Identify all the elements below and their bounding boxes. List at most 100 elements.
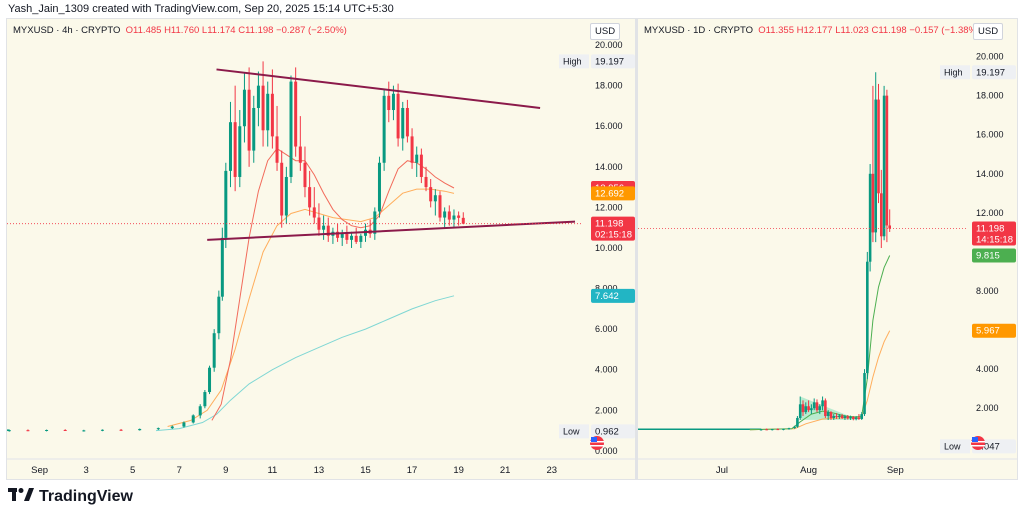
x-tick-label: 11: [267, 465, 277, 476]
price-tag-name-bg: [559, 54, 589, 69]
y-tick-label: 18.000: [976, 91, 1004, 101]
price-tag-bg: [591, 186, 635, 201]
y-tick-label: 18.000: [595, 81, 623, 91]
candle-body: [359, 235, 363, 242]
legend-low: L11.174: [201, 25, 236, 36]
candle-body: [826, 412, 830, 417]
price-tag-value: 19.197: [976, 67, 1005, 78]
candle-body: [401, 107, 405, 139]
candle-body: [874, 99, 878, 233]
candle-body: [846, 416, 850, 419]
us-flag-icon: [971, 445, 985, 447]
us-flag-icon: [591, 437, 597, 442]
candle-body: [888, 225, 891, 229]
candle-body: [170, 426, 174, 429]
price-tag-value: 11.198: [595, 219, 623, 230]
candle-body: [804, 406, 808, 413]
candle-body: [119, 429, 123, 431]
candle-body: [801, 404, 805, 413]
candle-body: [457, 215, 461, 218]
candle-body: [443, 211, 447, 218]
x-tick-label: Sep: [887, 465, 904, 476]
candle-body: [838, 415, 841, 417]
legend-symbol: MYXUSD · 1D · CRYPTO: [644, 25, 753, 36]
price-tag-bg: [591, 54, 635, 69]
candle-body: [156, 428, 160, 430]
chart-pane-1d[interactable]: 20.00018.00016.00014.00012.00010.0008.00…: [638, 19, 1017, 479]
x-tick-label: 7: [177, 465, 182, 476]
y-tick-label: 14.000: [595, 162, 623, 172]
legend-close: C11.198: [238, 25, 274, 36]
chart-pane-4h[interactable]: 20.000 18.000 16.000 14.000 12.000 10.000 8.00…: [7, 19, 635, 479]
candle-body: [7, 430, 11, 432]
price-tag-name-bg: [559, 424, 589, 439]
candle-body: [322, 225, 326, 230]
x-tick-label: Sep: [31, 465, 48, 476]
y-tick-label: 20.000: [976, 52, 1004, 62]
legend-high: H11.760: [164, 25, 200, 36]
candle-body: [429, 187, 433, 202]
price-tag-name-bg: [940, 65, 970, 80]
legend-symbol: MYXUSD · 4h · CRYPTO: [13, 25, 121, 36]
y-tick-label: 4.000: [976, 364, 999, 374]
candle-body: [26, 430, 30, 432]
price-tag-bg: [972, 221, 1016, 246]
candle-body: [807, 406, 810, 411]
y-tick-label: 20.000: [595, 40, 623, 50]
x-tick-label: 21: [500, 465, 511, 476]
y-tick-label: 16.000: [976, 130, 1004, 140]
us-flag-icon: [590, 445, 604, 447]
y-tick-label: 12.000: [595, 202, 623, 212]
candle-body: [798, 404, 802, 418]
ma-fast-line: [749, 255, 891, 431]
candle-body: [880, 193, 883, 237]
chart-4h-svg[interactable]: 20.000 18.000 16.000 14.000 12.000 10.000 8.00…: [7, 19, 635, 479]
price-tag-countdown: 14:15:18: [976, 235, 1013, 246]
candle-body: [452, 215, 456, 220]
x-tick-label: Jul: [716, 465, 728, 476]
legend-close: C11.198: [871, 25, 907, 36]
candle-body: [391, 93, 395, 111]
candle-body: [284, 176, 288, 216]
candle-body: [832, 416, 836, 418]
chart-1d-svg[interactable]: 20.00018.00016.00014.00012.00010.0008.00…: [638, 19, 1017, 479]
candle-body: [815, 402, 819, 411]
candle-body: [308, 187, 312, 208]
candle-body: [377, 162, 381, 212]
legend-change: −0.287 (−2.50%): [276, 25, 347, 36]
legend-change: −0.157 (−1.38%): [909, 25, 981, 36]
candle-body: [885, 95, 889, 226]
candle-body: [303, 162, 307, 188]
price-tag-value: 12.692: [595, 188, 624, 199]
price-tag-value: 19.197: [595, 56, 624, 67]
y-tick-label: 4.000: [595, 365, 618, 375]
candle-body: [849, 417, 852, 419]
x-tick-label: 5: [130, 465, 135, 476]
candle-body: [461, 217, 465, 224]
candle-body: [350, 235, 354, 240]
candle-body: [191, 415, 195, 423]
tradingview-logo-icon: [8, 488, 34, 506]
currency-button-4h[interactable]: USD: [590, 23, 621, 40]
candle-body: [198, 406, 202, 416]
candle-body: [866, 261, 869, 374]
ma-fast-line: [211, 147, 455, 421]
currency-button-1d[interactable]: USD: [973, 23, 1004, 40]
y-tick-label: 8.000: [595, 284, 618, 294]
candle-body: [787, 428, 791, 430]
candle-body: [373, 211, 377, 234]
candle-body: [261, 85, 265, 131]
y-tick-label: 10.000: [595, 243, 623, 253]
price-tag-bg: [591, 216, 635, 241]
y-tick-label: 6.000: [595, 324, 618, 334]
legend-1d: MYXUSD · 1D · CRYPTO O11.355 H12.177 L11…: [644, 25, 980, 36]
price-tag-value: 0.047: [976, 441, 1000, 452]
candle-body: [242, 89, 246, 127]
candle-body: [852, 417, 855, 419]
tradingview-footer[interactable]: TradingView: [8, 488, 133, 506]
candle-body: [877, 99, 880, 194]
candle-body: [252, 107, 256, 151]
y-tick-label: 0.000: [595, 446, 618, 456]
candle-body: [275, 136, 279, 163]
x-tick-label: 13: [314, 465, 325, 476]
